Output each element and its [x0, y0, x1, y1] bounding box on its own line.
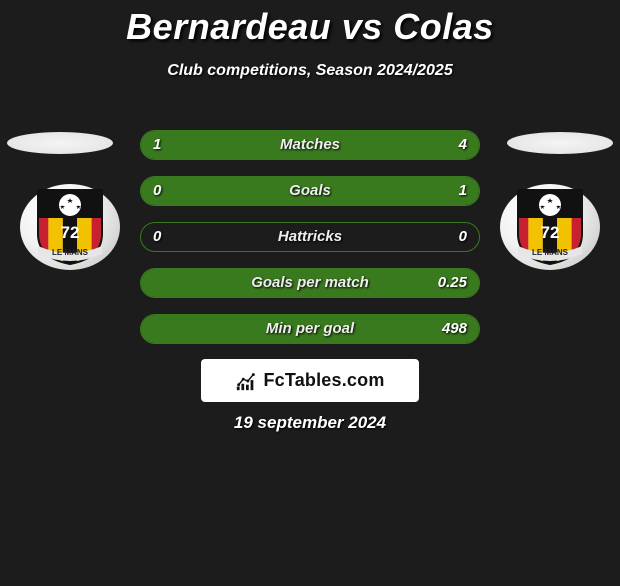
logo-text: FcTables.com [263, 370, 384, 391]
stat-value-right: 0.25 [438, 269, 467, 297]
date-label: 19 september 2024 [0, 413, 620, 433]
stat-label: Matches [141, 131, 479, 159]
stat-row: Goals0 1 [140, 176, 480, 206]
player-left-placeholder [7, 132, 113, 154]
stat-value-right: 1 [459, 177, 467, 205]
stat-value-right: 498 [442, 315, 467, 343]
shield-icon: 72 LE MANS [514, 188, 586, 266]
stat-label: Goals [141, 177, 479, 205]
stat-value-left: 1 [153, 131, 161, 159]
club-badge-right: 72 LE MANS [500, 184, 600, 270]
stat-row: Min per goal498 [140, 314, 480, 344]
subtitle: Club competitions, Season 2024/2025 [0, 62, 620, 80]
stat-value-left: 0 [153, 223, 161, 251]
stat-value-right: 4 [459, 131, 467, 159]
stat-row: Hattricks0 0 [140, 222, 480, 252]
stat-value-right: 0 [459, 223, 467, 251]
club-badge-left: 72 LE MANS [20, 184, 120, 270]
stat-row: Goals per match0.25 [140, 268, 480, 298]
fctables-logo: FcTables.com [201, 359, 419, 402]
svg-text:72: 72 [541, 223, 560, 242]
svg-text:72: 72 [61, 223, 80, 242]
page-title: Bernardeau vs Colas [0, 6, 620, 48]
stat-row: Matches1 4 [140, 130, 480, 160]
stats-container: Matches14Goals01Hattricks00Goals per mat… [140, 130, 480, 360]
player-right-placeholder [507, 132, 613, 154]
chart-icon [235, 370, 257, 392]
svg-text:LE MANS: LE MANS [52, 248, 89, 257]
shield-icon: 72 LE MANS [34, 188, 106, 266]
stat-label: Min per goal [141, 315, 479, 343]
stat-label: Goals per match [141, 269, 479, 297]
svg-text:LE MANS: LE MANS [532, 248, 569, 257]
stat-label: Hattricks [141, 223, 479, 251]
stat-value-left: 0 [153, 177, 161, 205]
